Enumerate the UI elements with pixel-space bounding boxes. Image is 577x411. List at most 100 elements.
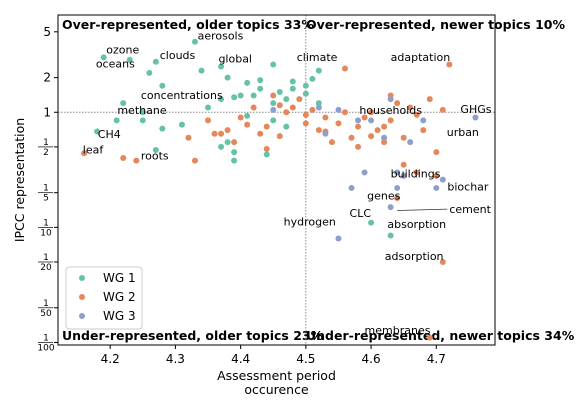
data-point-wg2-42 (446, 61, 453, 68)
legend-label-0: WG 1 (103, 271, 136, 285)
data-point-wg1-17 (120, 100, 127, 107)
annotation-roots: roots (141, 149, 169, 162)
y-tick-denominator-3: 2 (43, 148, 49, 158)
data-point-wg3-12 (420, 117, 427, 124)
data-point-wg2-46 (263, 145, 270, 152)
data-point-wg1-45 (387, 232, 394, 239)
data-point-wg2-49 (355, 143, 362, 150)
point-annotations: aerosols ozone clouds global climate oceans ad… (83, 29, 492, 337)
data-point-wg3-14 (439, 176, 446, 183)
data-point-wg1-19 (159, 125, 166, 132)
data-point-wg2-4 (205, 117, 212, 124)
legend-label-2: WG 3 (103, 309, 136, 323)
data-point-wg3-1 (315, 104, 322, 111)
data-points (58, 15, 495, 345)
data-point-wg2-12 (270, 92, 277, 99)
data-point-wg2-40 (433, 149, 440, 156)
data-point-wg2-8 (237, 114, 244, 121)
data-point-wg2-56 (439, 258, 446, 265)
data-point-wg2-44 (211, 130, 218, 137)
data-point-wg3-6 (368, 117, 375, 124)
data-point-wg1-26 (257, 85, 264, 92)
data-point-wg2-51 (381, 123, 388, 130)
data-point-wg2-26 (348, 134, 355, 141)
data-point-wg2-14 (283, 109, 290, 116)
legend-marker-0 (79, 275, 85, 281)
annotation-ozone: ozone (106, 43, 139, 56)
annotation-membranes: membranes (365, 324, 431, 337)
y-tick-denominator-6: 20 (40, 263, 52, 273)
data-point-wg1-27 (270, 100, 277, 107)
data-point-wg3-3 (335, 106, 342, 113)
annotation-buildings: buildings (391, 168, 441, 181)
data-point-wg2-21 (322, 114, 329, 121)
data-point-wg3-2 (322, 130, 329, 137)
annotation-aerosols: aerosols (198, 29, 244, 42)
data-point-wg2-23 (335, 120, 342, 127)
x-tick-label-0: 4.2 (101, 352, 120, 366)
data-point-wg3-9 (394, 169, 401, 176)
data-point-wg3-11 (407, 139, 414, 146)
data-point-wg2-24 (341, 109, 348, 116)
data-point-wg1-31 (315, 100, 322, 107)
data-point-wg2-54 (433, 172, 440, 179)
data-point-wg1-32 (94, 128, 101, 135)
data-point-wg1-7 (218, 63, 225, 70)
y-tick-numerator-6: 1 (43, 253, 49, 263)
data-point-wg3-13 (433, 184, 440, 191)
data-point-wg2-36 (407, 104, 414, 111)
data-point-wg1-18 (139, 109, 146, 116)
data-point-wg2-6 (224, 127, 231, 134)
annotation-absorption: absorption (387, 218, 446, 231)
y-axis-label: IPCC representation (12, 118, 27, 242)
data-point-wg3-18 (387, 204, 394, 211)
plot-frame (57, 14, 496, 346)
x-tick-label-3: 4.5 (296, 352, 315, 366)
y-tick-numerator-7: 1 (43, 299, 49, 309)
x-axis-label-line-0: Assessment period (217, 368, 336, 383)
data-point-wg2-28 (361, 114, 368, 121)
annotation-clc: CLC (350, 207, 372, 220)
data-point-wg1-22 (218, 96, 225, 103)
data-point-wg2-20 (315, 127, 322, 134)
data-point-wg1-2 (152, 58, 159, 65)
data-point-wg2-11 (263, 123, 270, 130)
data-point-wg2-45 (244, 121, 251, 128)
data-point-wg1-4 (159, 82, 166, 89)
x-tick-label-2: 4.4 (231, 352, 250, 366)
data-point-wg2-47 (276, 133, 283, 140)
y-tick-label-1: 2 (43, 71, 51, 85)
data-point-wg3-19 (335, 235, 342, 242)
data-point-wg1-40 (270, 117, 277, 124)
data-point-wg1-38 (231, 157, 238, 164)
data-point-wg2-52 (400, 161, 407, 168)
data-point-wg1-43 (244, 112, 251, 119)
y-tick-label-2: 1 (43, 105, 51, 119)
y-tick-label-0: 5 (43, 25, 51, 39)
data-point-wg2-29 (368, 109, 375, 116)
data-point-wg2-9 (250, 104, 257, 111)
axes: 4.2 4.3 4.4 4.5 4.6 4.752112151101201501100As… (12, 14, 496, 397)
data-point-wg2-31 (381, 139, 388, 146)
data-point-wg2-38 (420, 127, 427, 134)
y-tick-denominator-5: 10 (40, 228, 52, 238)
legend-box (65, 266, 143, 330)
data-point-wg1-1 (126, 56, 133, 63)
y-tick-numerator-4: 1 (43, 184, 49, 194)
annotation-global: global (218, 53, 252, 66)
data-point-wg1-16 (309, 75, 316, 82)
data-point-wg2-15 (289, 104, 296, 111)
data-point-wg2-7 (231, 139, 238, 146)
annotation-ch4: CH4 (98, 128, 121, 141)
data-point-wg2-19 (309, 106, 316, 113)
y-tick-fraction-6: 120 (38, 253, 53, 273)
data-point-wg2-35 (400, 134, 407, 141)
y-tick-fraction-4: 15 (38, 184, 53, 204)
data-point-wg1-0 (100, 54, 107, 61)
data-point-wg1-14 (302, 82, 309, 89)
legend-marker-2 (79, 313, 85, 319)
data-point-wg1-25 (250, 92, 257, 99)
x-axis-label-line-1: occurence (244, 382, 309, 397)
data-point-wg1-10 (257, 77, 264, 84)
